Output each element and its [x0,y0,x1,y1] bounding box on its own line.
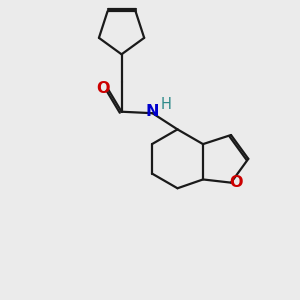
Text: N: N [146,104,159,119]
Text: O: O [96,81,110,96]
Text: O: O [230,175,243,190]
Text: H: H [160,98,171,112]
